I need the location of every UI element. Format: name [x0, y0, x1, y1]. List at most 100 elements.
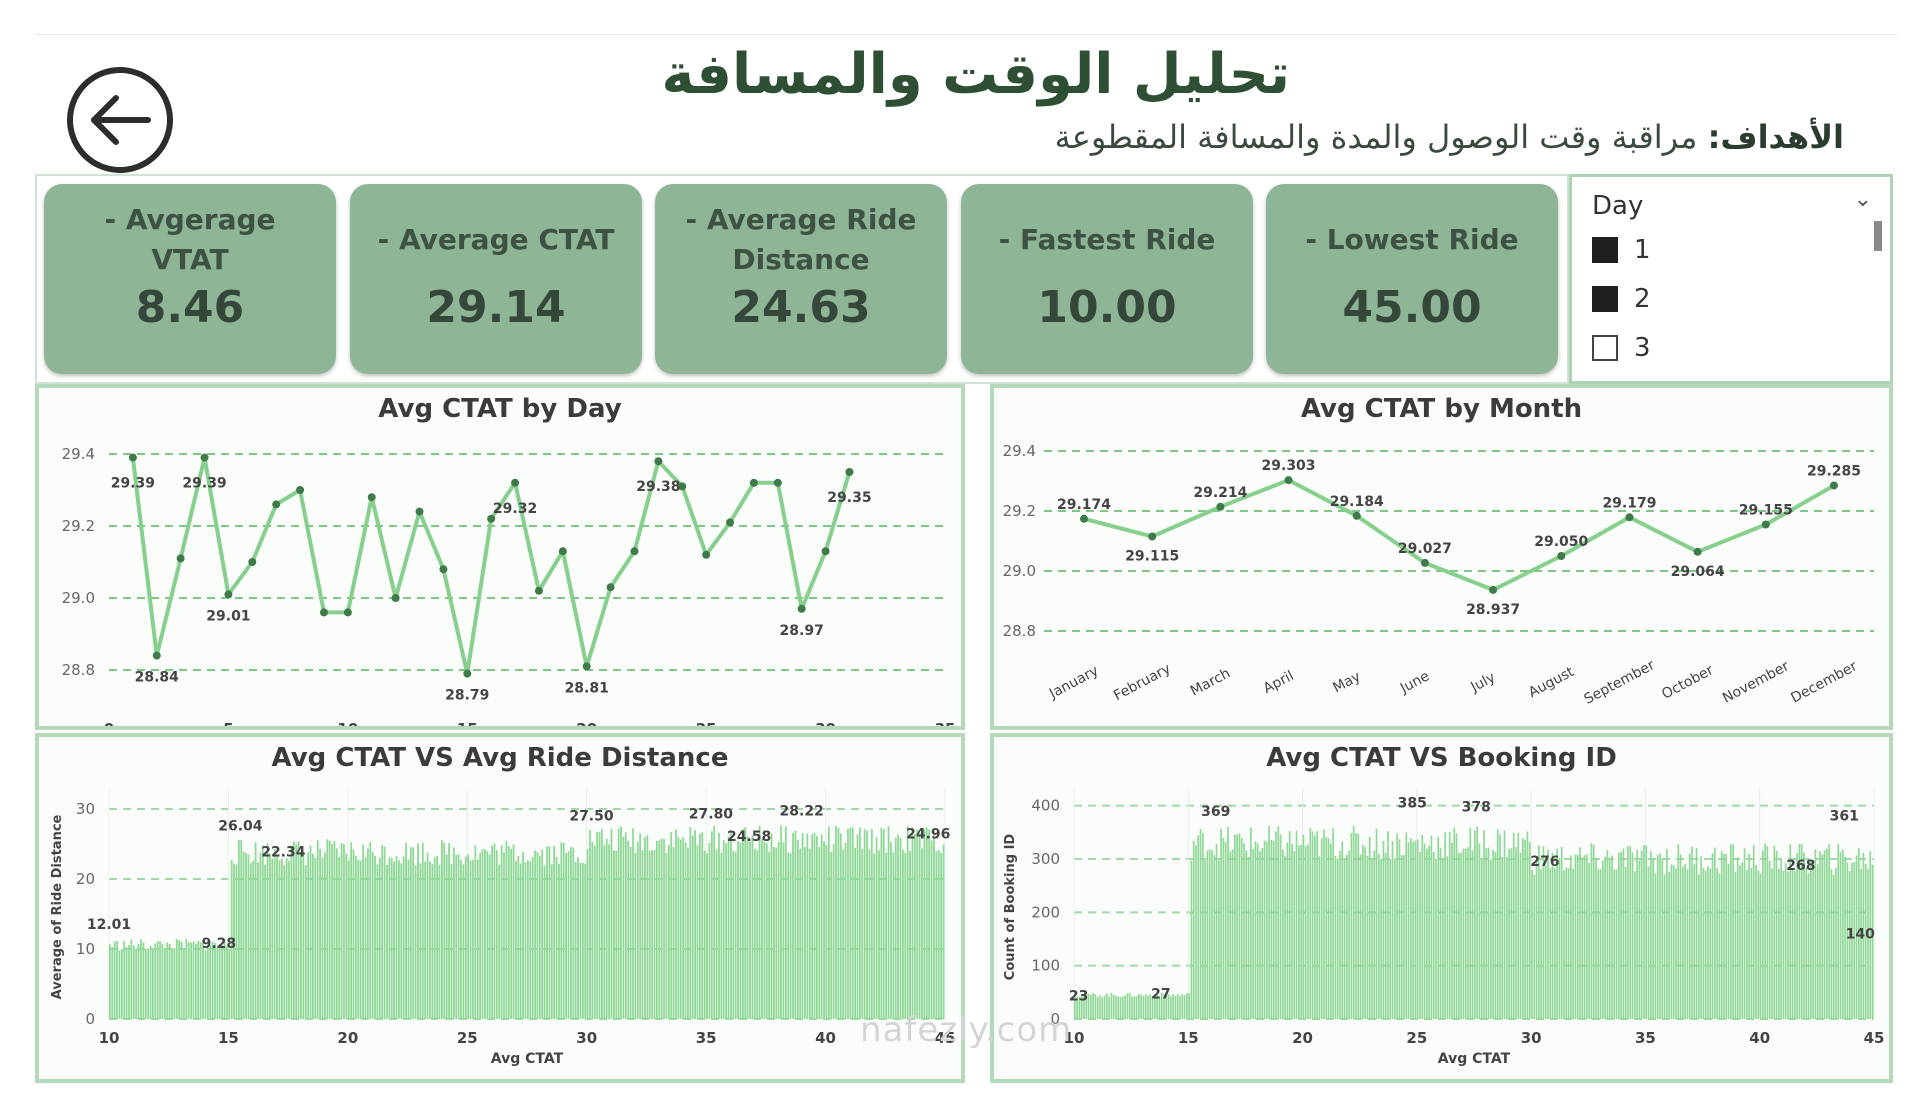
bar — [1197, 835, 1200, 1019]
bar — [441, 840, 443, 1019]
bar — [546, 846, 548, 1019]
bar — [1723, 853, 1725, 1019]
bar — [925, 827, 928, 1019]
bar — [197, 940, 200, 1019]
bar — [887, 826, 890, 1019]
bar — [672, 847, 675, 1019]
chevron-down-icon[interactable]: ⌄ — [1853, 187, 1872, 212]
bar — [524, 862, 527, 1019]
bar — [378, 857, 381, 1019]
back-arrow-icon[interactable] — [66, 66, 174, 174]
bar — [584, 863, 587, 1019]
bar — [684, 842, 687, 1019]
bar — [1247, 856, 1250, 1019]
data-label: 29.027 — [1398, 541, 1452, 557]
bar — [818, 847, 821, 1019]
bar — [340, 842, 343, 1019]
bar — [811, 834, 814, 1019]
bar — [1803, 852, 1805, 1019]
bar — [307, 852, 310, 1019]
bar — [1074, 997, 1076, 1019]
bar — [1791, 869, 1794, 1019]
y-tick-label: 0 — [1050, 1010, 1060, 1028]
day-slicer[interactable]: Day ⌄ 1 2 3 — [1569, 174, 1893, 384]
bar — [1718, 873, 1721, 1019]
data-point — [1761, 520, 1770, 529]
bar — [837, 827, 840, 1019]
bar — [1522, 838, 1524, 1019]
y-tick-label: 29.0 — [1003, 562, 1036, 580]
checkbox-checked[interactable] — [1592, 286, 1618, 312]
chart-ctat-vs-distance: Avg CTAT VS Avg Ride Distance 0 10 20 30 10 1… — [35, 733, 965, 1083]
bar — [534, 850, 536, 1019]
bar — [1416, 839, 1419, 1019]
bar — [713, 825, 716, 1019]
bar — [1629, 846, 1632, 1019]
bar — [940, 852, 943, 1019]
bar — [398, 860, 400, 1019]
chart-title: Avg CTAT VS Booking ID — [1266, 743, 1617, 773]
bar — [1476, 826, 1478, 1019]
bar — [240, 840, 243, 1019]
bar — [414, 865, 417, 1019]
bar — [830, 852, 833, 1019]
bar — [1780, 858, 1782, 1019]
bar — [620, 826, 622, 1019]
bar — [457, 854, 460, 1019]
chart-ctat-by-month: Avg CTAT by Month 28.8 29.0 29.2 29.4 29.174… — [990, 384, 1893, 730]
bar — [517, 856, 520, 1019]
slicer-option-2[interactable]: 2 — [1592, 284, 1651, 314]
slicer-option-1[interactable]: 1 — [1592, 235, 1651, 265]
checkbox-unchecked[interactable] — [1592, 335, 1618, 361]
bar — [1407, 842, 1410, 1019]
bar — [109, 944, 111, 1019]
slicer-scrollbar[interactable] — [1874, 221, 1882, 251]
bar — [1732, 844, 1734, 1019]
bar — [476, 859, 479, 1019]
bar — [806, 833, 809, 1019]
bar — [424, 861, 427, 1019]
bar — [565, 853, 568, 1019]
data-point — [1080, 514, 1088, 523]
data-point — [248, 558, 257, 566]
bar — [1846, 862, 1849, 1019]
bar — [261, 845, 264, 1019]
bar — [1334, 855, 1337, 1019]
bar — [1366, 855, 1369, 1019]
bar — [1263, 840, 1266, 1019]
bar — [873, 853, 876, 1019]
bar — [617, 828, 620, 1019]
bar — [1293, 851, 1296, 1019]
slicer-option-3[interactable]: 3 — [1592, 333, 1651, 363]
bar — [1378, 853, 1380, 1019]
data-point — [1284, 476, 1293, 485]
bar — [1275, 831, 1277, 1019]
data-point — [654, 457, 663, 466]
bar — [641, 850, 644, 1019]
bar — [1254, 841, 1257, 1019]
bar — [1396, 833, 1398, 1019]
data-label: 26.04 — [218, 819, 263, 835]
bar — [679, 839, 682, 1019]
x-tick-label: 5 — [223, 720, 233, 726]
bar — [1302, 834, 1305, 1019]
bar — [273, 849, 276, 1019]
bar — [1234, 834, 1236, 1019]
chart-title: Avg CTAT by Month — [1300, 394, 1583, 424]
bar — [1467, 847, 1469, 1019]
data-point — [534, 586, 543, 595]
bar — [1574, 854, 1577, 1019]
y-tick-label: 10 — [76, 940, 95, 958]
bar — [1819, 851, 1821, 1019]
data-label: 268 — [1786, 858, 1815, 874]
bar — [1192, 840, 1195, 1019]
checkbox-checked[interactable] — [1592, 237, 1618, 263]
bar — [1540, 868, 1542, 1019]
bar — [1464, 848, 1467, 1019]
bar — [1764, 843, 1766, 1019]
bar — [1618, 852, 1620, 1019]
kpi-value: 45.00 — [1342, 282, 1482, 333]
bar — [1650, 851, 1652, 1019]
bar — [1108, 996, 1110, 1019]
bar — [1608, 858, 1611, 1019]
